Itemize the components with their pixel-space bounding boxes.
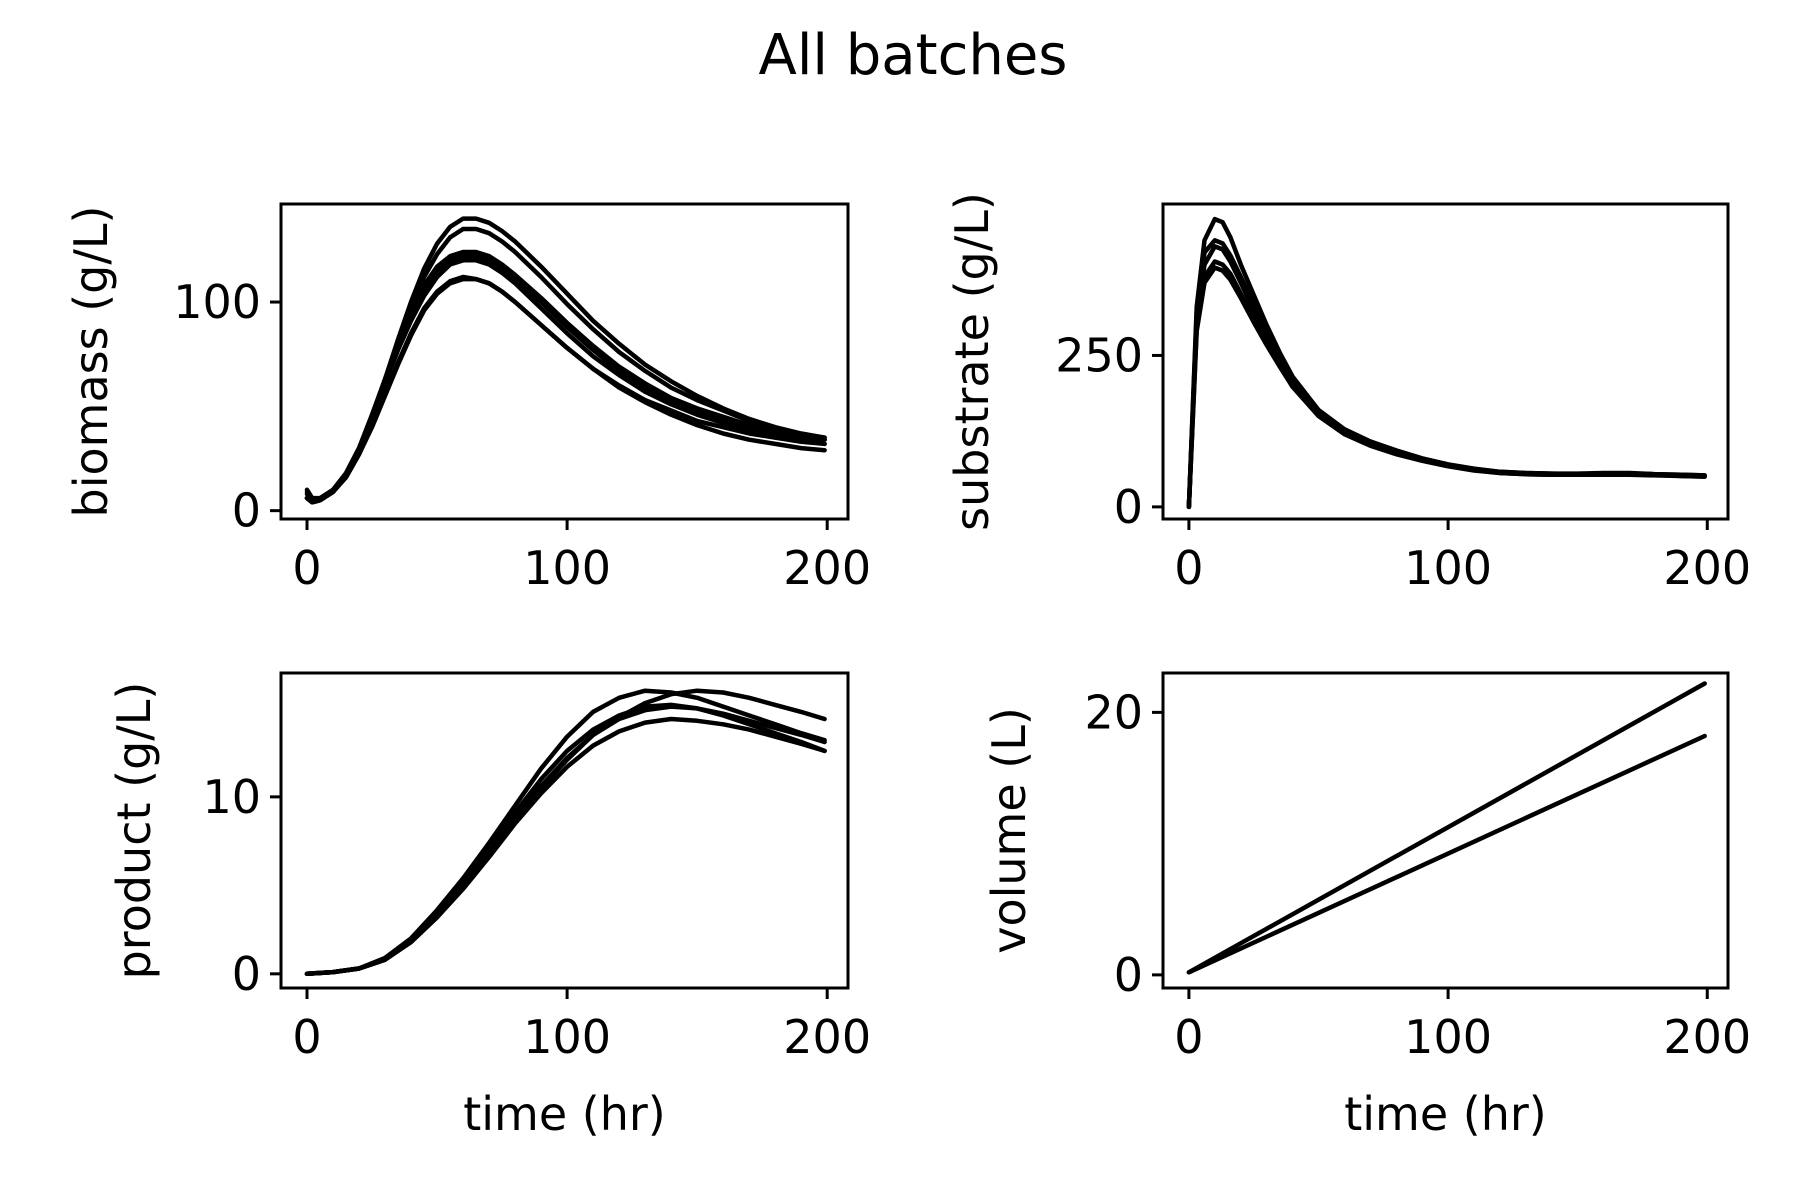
biomass-series-line-7 xyxy=(304,274,827,505)
substrate-series-line-5 xyxy=(1186,265,1707,510)
substrate-axes-frame xyxy=(1161,202,1730,521)
product-y-axis-label: product (g/L) xyxy=(107,682,161,980)
substrate-y-axis-label: substrate (g/L) xyxy=(945,192,999,531)
volume-x-axis-label: time (hr) xyxy=(1344,1087,1547,1141)
volume-series-line-2 xyxy=(1186,733,1707,975)
biomass-y-tick-label: 0 xyxy=(232,484,261,538)
product-x-tick-label: 200 xyxy=(783,1010,871,1064)
product-y-tick-label: 0 xyxy=(232,947,261,1001)
substrate-x-tick-label: 100 xyxy=(1404,541,1492,595)
biomass-series-group xyxy=(304,216,827,505)
panel-biomass: 0 100 200 0 100 biomass (g/L) xyxy=(64,202,871,595)
volume-series-line-1 xyxy=(1186,681,1707,975)
volume-y-tick-label: 20 xyxy=(1084,685,1143,739)
substrate-x-tick-label: 200 xyxy=(1663,541,1751,595)
product-axes-frame xyxy=(279,671,850,990)
panel-product: 0 100 200 0 10 product (g/L) time (hr) xyxy=(107,671,871,1141)
biomass-axes-frame xyxy=(279,202,850,521)
substrate-x-tick-label: 0 xyxy=(1174,541,1203,595)
panel-substrate: 0 100 200 0 250 substrate (g/L) xyxy=(945,192,1751,595)
substrate-y-tick-label: 250 xyxy=(1055,328,1143,382)
product-series-group xyxy=(304,688,827,977)
substrate-series-group xyxy=(1186,216,1707,510)
volume-y-axis-label: volume (L) xyxy=(982,707,1036,954)
product-y-tick-label: 10 xyxy=(202,770,261,824)
volume-x-tick-label: 0 xyxy=(1174,1010,1203,1064)
product-x-axis-label: time (hr) xyxy=(463,1087,666,1141)
volume-y-tick-label: 0 xyxy=(1114,948,1143,1002)
panel-volume: 0 100 200 0 20 volume (L) time (hr) xyxy=(982,671,1751,1141)
volume-x-tick-label: 200 xyxy=(1663,1010,1751,1064)
figure-title: All batches xyxy=(759,23,1068,88)
biomass-x-tick-label: 0 xyxy=(292,541,321,595)
product-series-line-5 xyxy=(304,716,827,977)
substrate-y-tick-label: 0 xyxy=(1114,480,1143,534)
biomass-y-tick-label: 100 xyxy=(173,275,261,329)
biomass-y-axis-label: biomass (g/L) xyxy=(64,206,118,518)
product-x-tick-label: 100 xyxy=(523,1010,611,1064)
volume-series-group xyxy=(1186,681,1707,975)
volume-axes-frame xyxy=(1161,671,1730,990)
volume-x-tick-label: 100 xyxy=(1404,1010,1492,1064)
biomass-x-tick-label: 100 xyxy=(523,541,611,595)
biomass-x-tick-label: 200 xyxy=(783,541,871,595)
product-x-tick-label: 0 xyxy=(292,1010,321,1064)
